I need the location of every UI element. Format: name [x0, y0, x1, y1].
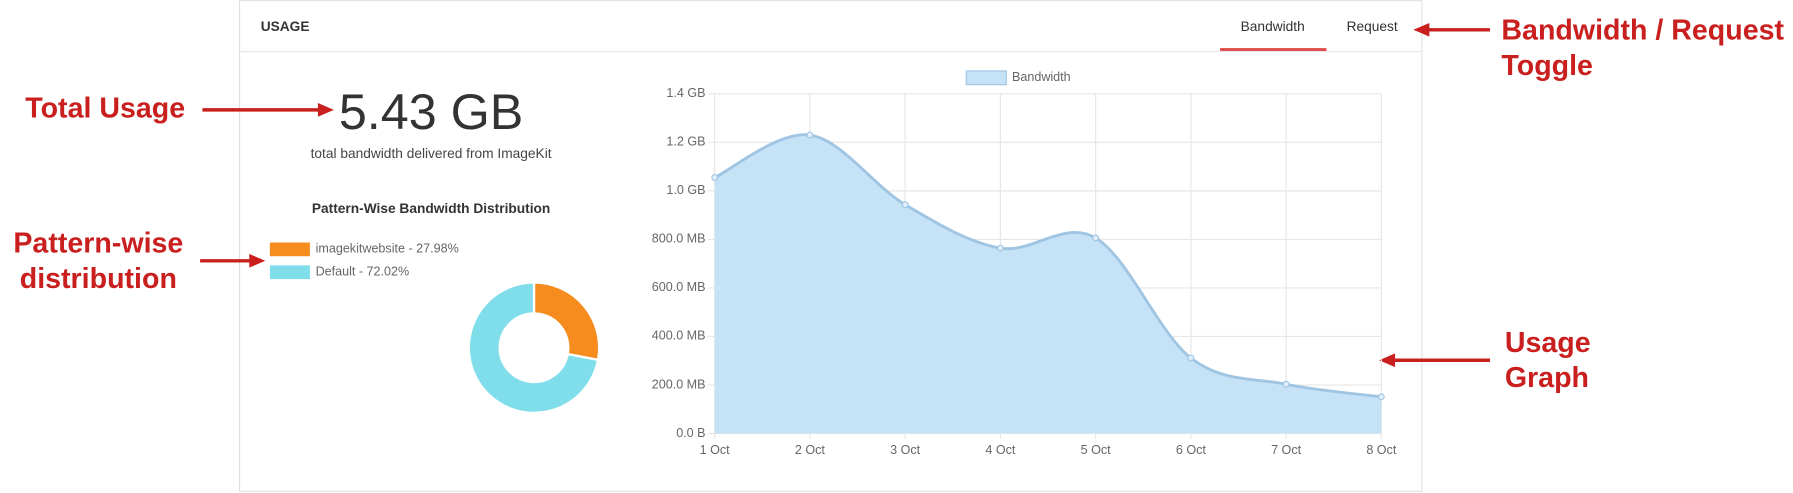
x-tick-label: 3 Oct — [890, 443, 921, 457]
y-tick-label: 1.2 GB — [666, 135, 705, 149]
total-usage: 5.43 GB — [339, 83, 524, 140]
x-tick-label: 2 Oct — [795, 443, 826, 457]
legend-label: Default - 72.02% — [316, 265, 410, 279]
card-title: USAGE — [261, 19, 310, 34]
y-tick-label: 600.0 MB — [652, 280, 706, 294]
x-tick-label: 4 Oct — [985, 443, 1016, 457]
legend-label: imagekitwebsite - 27.98% — [316, 242, 459, 256]
chart-title: Pattern-Wise Bandwidth Distribution — [312, 201, 550, 216]
y-tick-label: 200.0 MB — [652, 377, 706, 391]
annotation: Pattern-wise — [13, 227, 183, 259]
area-fill — [714, 134, 1382, 434]
data-point — [711, 174, 719, 181]
x-tick-label: 8 Oct — [1366, 443, 1397, 457]
y-tick-label: 1.0 GB — [666, 183, 705, 197]
data-point — [996, 244, 1004, 252]
donut-slice — [467, 281, 600, 414]
arrow-head — [249, 253, 266, 268]
total-caption: total bandwidth delivered from ImageKit — [311, 146, 552, 161]
legend-swatch — [965, 70, 1007, 86]
y-tick-label: 1.4 GB — [666, 86, 705, 100]
legend-label: Bandwidth — [1012, 70, 1071, 84]
data-point — [806, 131, 814, 139]
data-point — [901, 201, 909, 209]
annotation: Usage — [1505, 327, 1591, 359]
data-point — [1377, 393, 1385, 401]
tab[interactable]: Bandwidth — [1241, 19, 1305, 34]
x-tick-label: 6 Oct — [1176, 443, 1207, 457]
annotation: Bandwidth / Request — [1501, 15, 1784, 47]
annotation: distribution — [20, 263, 177, 295]
y-tick-label: 800.0 MB — [652, 232, 706, 246]
data-point — [1092, 234, 1100, 242]
x-tick-label: 7 Oct — [1271, 443, 1302, 457]
area-line — [714, 133, 1382, 399]
legend-swatch — [269, 242, 310, 257]
active-tab-indicator — [1220, 48, 1327, 51]
x-tick-label: 1 Oct — [700, 443, 731, 457]
tab[interactable]: Request — [1347, 19, 1398, 34]
y-tick-label: 0.0 B — [676, 426, 705, 440]
donut-slice — [532, 281, 601, 362]
annotations: Total Usage Pattern-wise distribution Ba… — [13, 15, 1784, 395]
annotation: Graph — [1505, 362, 1589, 394]
annotation: Total Usage — [25, 92, 185, 124]
charts: Pattern-Wise Bandwidth Distribution image… — [269, 70, 1397, 457]
data-point — [1187, 354, 1195, 362]
x-tick-label: 5 Oct — [1081, 443, 1112, 457]
arrow-head — [1413, 22, 1430, 37]
data-point — [1282, 380, 1290, 388]
arrow-head — [317, 102, 334, 117]
annotation: Toggle — [1501, 50, 1593, 82]
legend-swatch — [269, 265, 310, 280]
y-tick-label: 400.0 MB — [652, 329, 706, 343]
arrow-head — [1379, 353, 1396, 368]
